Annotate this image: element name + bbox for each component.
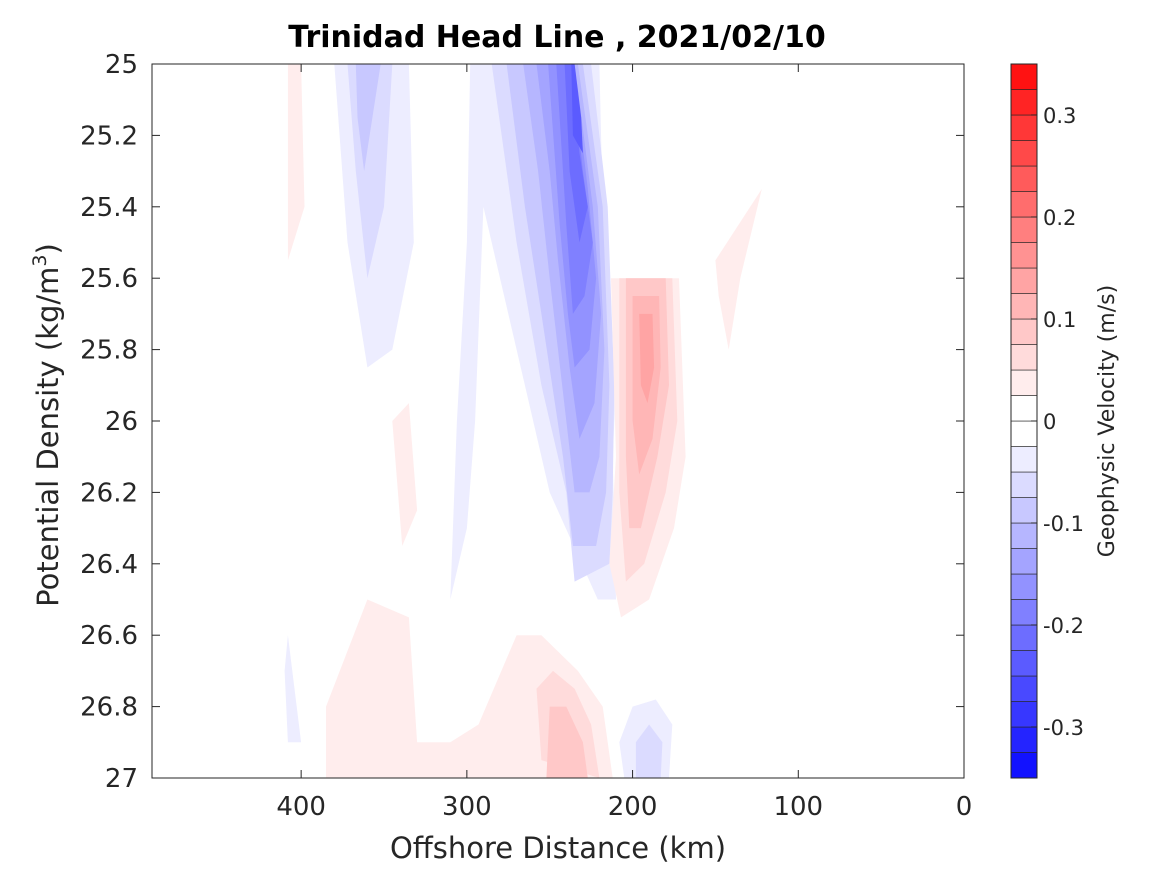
y-tick-label: 26.2 xyxy=(80,478,138,508)
plot-frame xyxy=(151,63,965,779)
x-tick-label: 300 xyxy=(442,792,492,822)
y-tick-label: 25.8 xyxy=(80,336,138,366)
contour-region xyxy=(635,724,663,778)
x-axis-label: Offshore Distance (km) xyxy=(390,831,726,865)
y-tick-label: 25.4 xyxy=(80,193,138,223)
colorbar-band xyxy=(1010,650,1038,677)
colorbar: -0.3 -0.2 -0.1 0 0.1 0.2 0.3 Geophysic Velocit… xyxy=(1010,63,1120,779)
colorbar-band xyxy=(1010,497,1038,524)
contour-region xyxy=(284,635,302,743)
y-tick-label: 26.6 xyxy=(80,621,138,651)
y-axis-label: Potential Density (kg/m3) xyxy=(29,243,65,607)
y-tick-label: 26.4 xyxy=(80,550,138,580)
colorbar-tick-label: -0.3 xyxy=(1043,716,1084,740)
plot-area xyxy=(151,63,965,779)
colorbar-band xyxy=(1010,216,1038,243)
colorbar-band xyxy=(1010,522,1038,549)
colorbar-band xyxy=(1010,140,1038,167)
contour-region xyxy=(639,313,655,404)
contour-region xyxy=(564,64,588,243)
x-tick-label: 100 xyxy=(773,792,823,822)
colorbar-band xyxy=(1010,293,1038,320)
y-tick-label: 27 xyxy=(105,764,138,794)
colorbar-band xyxy=(1010,318,1038,345)
colorbar-tick-label: 0.2 xyxy=(1043,206,1076,230)
colorbar-band xyxy=(1010,114,1038,141)
colorbar-frame xyxy=(1010,63,1038,779)
colorbar-band xyxy=(1010,369,1038,396)
colorbar-band xyxy=(1010,446,1038,473)
contour-region xyxy=(392,403,418,546)
y-axis-label-close: ) xyxy=(31,243,65,254)
y-tick-label: 25.6 xyxy=(80,264,138,294)
y-tick-label: 26 xyxy=(105,407,138,437)
colorbar-band xyxy=(1010,573,1038,600)
colorbar-band xyxy=(1010,675,1038,702)
contour-region xyxy=(546,706,588,778)
colorbar-ticks xyxy=(1031,114,1037,728)
contour-region xyxy=(287,64,305,261)
x-tick-labels: 400 300 200 100 0 xyxy=(276,792,972,822)
colorbar-tick-label: -0.1 xyxy=(1043,512,1084,536)
colorbar-band xyxy=(1010,420,1038,447)
colorbar-label: Geophysic Velocity (m/s) xyxy=(1095,285,1120,557)
x-tick-label: 200 xyxy=(608,792,658,822)
colorbar-band xyxy=(1010,89,1038,116)
contour-region xyxy=(355,64,381,172)
colorbar-band xyxy=(1010,395,1038,422)
colorbar-band xyxy=(1010,752,1038,779)
colorbar-tick-label: 0 xyxy=(1043,410,1056,434)
colorbar-band xyxy=(1010,63,1038,90)
colorbar-band xyxy=(1010,471,1038,498)
colorbar-band xyxy=(1010,624,1038,651)
colorbar-band xyxy=(1010,599,1038,626)
y-tick-label: 26.8 xyxy=(80,693,138,723)
contour-region xyxy=(571,64,583,154)
y-axis-label-sup: 3 xyxy=(29,254,51,266)
colorbar-band xyxy=(1010,344,1038,371)
colorbar-bands xyxy=(1010,63,1038,779)
colorbar-band xyxy=(1010,726,1038,753)
colorbar-tick-label: 0.1 xyxy=(1043,308,1076,332)
chart-title: Trinidad Head Line , 2021/02/10 xyxy=(288,20,825,55)
colorbar-band xyxy=(1010,191,1038,218)
colorbar-tick-label: 0.3 xyxy=(1043,104,1076,128)
colorbar-band xyxy=(1010,548,1038,575)
contour-regions xyxy=(284,64,762,778)
x-tick-label: 400 xyxy=(276,792,326,822)
colorbar-tick-label: -0.2 xyxy=(1043,614,1084,638)
colorbar-band xyxy=(1010,242,1038,269)
colorbar-band xyxy=(1010,165,1038,192)
contour-region xyxy=(715,189,762,350)
colorbar-band xyxy=(1010,267,1038,294)
colorbar-band xyxy=(1010,701,1038,728)
y-tick-label: 25 xyxy=(105,50,138,80)
x-tick-label: 0 xyxy=(956,792,973,822)
y-tick-labels: 25 25.2 25.4 25.6 25.8 26 26.2 26.4 26.6 26.8 27 xyxy=(80,50,138,794)
y-axis-label-main: Potential Density (kg/m xyxy=(31,267,65,607)
colorbar-tick-labels: -0.3 -0.2 -0.1 0 0.1 0.2 0.3 xyxy=(1043,104,1084,740)
y-tick-label: 25.2 xyxy=(80,121,138,151)
